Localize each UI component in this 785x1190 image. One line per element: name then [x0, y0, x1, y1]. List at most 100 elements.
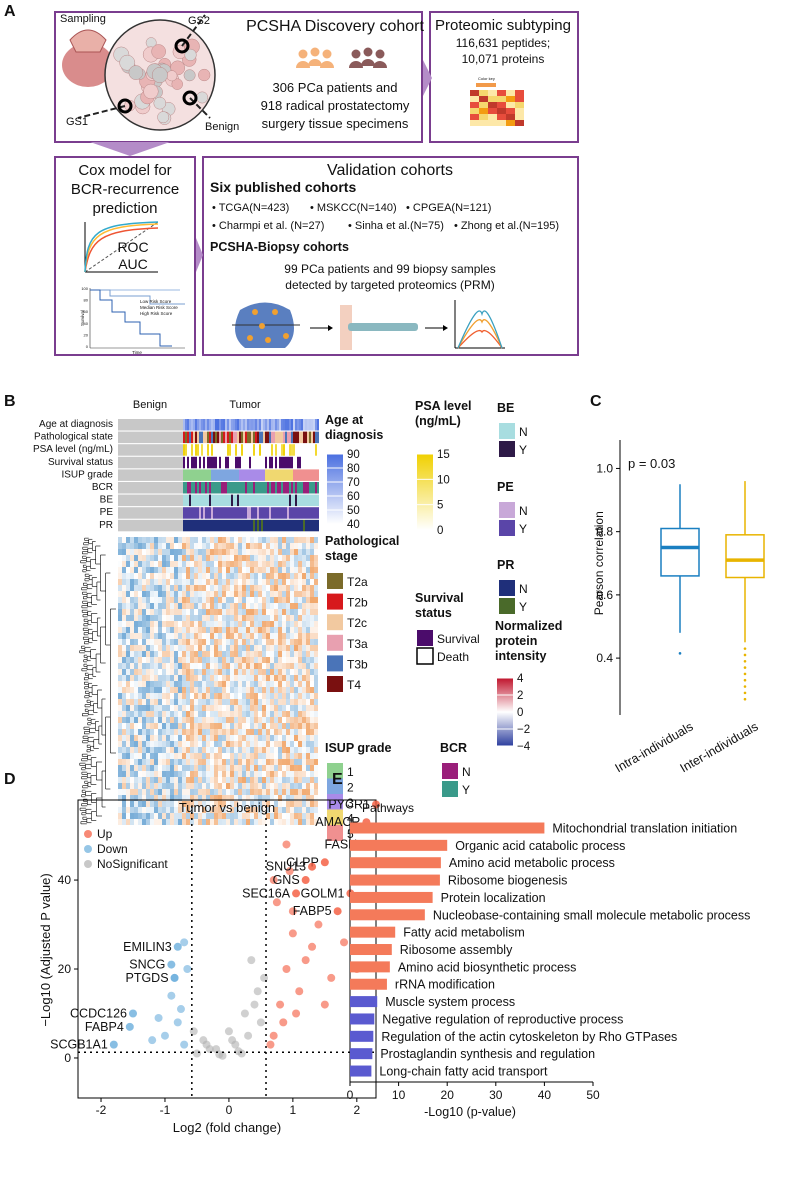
track-cell: [239, 519, 241, 532]
y-tick-label: 40: [58, 873, 72, 887]
heatmap-cell: [154, 573, 158, 579]
thumb-cell: [515, 114, 524, 120]
track-cell: [245, 456, 247, 469]
heatmap-cell: [302, 783, 306, 789]
heatmap-cell: [250, 699, 254, 705]
track-cell: [287, 494, 289, 507]
track-cell: [237, 494, 239, 507]
heatmap-cell: [142, 789, 146, 795]
heatmap-cell: [246, 603, 250, 609]
heatmap-cell: [226, 675, 230, 681]
track-cell: [205, 482, 207, 494]
track-benign: [118, 494, 183, 507]
heatmap-cell: [226, 795, 230, 801]
heatmap-cell: [222, 723, 226, 729]
bar-label: Prostaglandin synthesis and regulation: [380, 1047, 595, 1061]
heatmap-cell: [242, 633, 246, 639]
heatmap-cell: [142, 537, 146, 543]
heatmap-cell: [206, 549, 210, 555]
heatmap-cell: [190, 753, 194, 759]
heatmap-cell: [178, 585, 182, 591]
heatmap-cell: [190, 789, 194, 795]
heatmap-cell: [222, 651, 226, 657]
heatmap-cell: [194, 663, 198, 669]
heatmap-cell: [250, 663, 254, 669]
thumb-cell: [488, 96, 497, 102]
heatmap-cell: [262, 561, 266, 567]
heatmap-cell: [266, 567, 270, 573]
heatmap-cell: [158, 765, 162, 771]
heatmap-cell: [278, 723, 282, 729]
heatmap-cell: [262, 723, 266, 729]
heatmap-cell: [122, 573, 126, 579]
heatmap-cell: [122, 579, 126, 585]
heatmap-cell: [210, 729, 214, 735]
heatmap-cell: [278, 765, 282, 771]
heatmap-cell: [130, 579, 134, 585]
bladder-icon: [69, 29, 107, 53]
heatmap-cell: [230, 567, 234, 573]
heatmap-cell: [126, 771, 130, 777]
person-icon: [351, 49, 361, 59]
heatmap-cell: [222, 693, 226, 699]
heatmap-cell: [130, 627, 134, 633]
heatmap-cell: [262, 609, 266, 615]
heatmap-cell: [190, 603, 194, 609]
heatmap-cell: [222, 609, 226, 615]
core-dot: [283, 333, 289, 339]
heatmap-cell: [314, 777, 318, 783]
heatmap-cell: [262, 801, 266, 807]
heatmap-cell: [258, 777, 262, 783]
heatmap-cell: [174, 765, 178, 771]
heatmap-cell: [254, 753, 258, 759]
track-cell: [227, 419, 229, 431]
track-cell: [237, 469, 239, 481]
heatmap-cell: [202, 615, 206, 621]
heatmap-cell: [130, 663, 134, 669]
heatmap-cell: [206, 657, 210, 663]
heatmap-cell: [178, 753, 182, 759]
heatmap-cell: [294, 795, 298, 801]
track-cell: [251, 507, 253, 519]
track-cell: [293, 456, 295, 469]
heatmap-cell: [182, 555, 186, 561]
track-cell: [259, 444, 261, 456]
heatmap-cell: [310, 717, 314, 723]
heatmap-cell: [302, 669, 306, 675]
track-cell: [291, 419, 293, 431]
heatmap-cell: [170, 699, 174, 705]
label: 10,071 proteins: [462, 52, 545, 66]
heatmap-cell: [314, 795, 318, 801]
heatmap-cell: [162, 801, 166, 807]
heatmap-cell: [306, 645, 310, 651]
heatmap-cell: [150, 651, 154, 657]
heatmap-cell: [306, 537, 310, 543]
heatmap-cell: [290, 663, 294, 669]
heatmap-cell: [138, 621, 142, 627]
track-cell: [249, 494, 251, 507]
heatmap-cell: [294, 777, 298, 783]
heatmap-cell: [230, 549, 234, 555]
box: [725, 534, 765, 579]
heatmap-cell: [134, 675, 138, 681]
heatmap-cell: [218, 663, 222, 669]
heatmap-cell: [126, 639, 130, 645]
heatmap-cell: [306, 561, 310, 567]
heatmap-cell: [298, 705, 302, 711]
heatmap-cell: [242, 759, 246, 765]
track-cell: [261, 444, 263, 456]
heatmap-cell: [302, 789, 306, 795]
heatmap-cell: [182, 771, 186, 777]
track-cell: [255, 519, 257, 532]
track-cell: [195, 469, 197, 481]
heatmap-cell: [302, 777, 306, 783]
label: 60: [84, 309, 89, 314]
heatmap-cell: [218, 735, 222, 741]
x-tick-label: 40: [538, 1088, 552, 1102]
heatmap-cell: [150, 555, 154, 561]
track-cell: [209, 419, 211, 431]
heatmap-cell: [278, 645, 282, 651]
track-cell: [217, 482, 219, 494]
heatmap-cell: [294, 603, 298, 609]
heatmap-cell: [310, 795, 314, 801]
